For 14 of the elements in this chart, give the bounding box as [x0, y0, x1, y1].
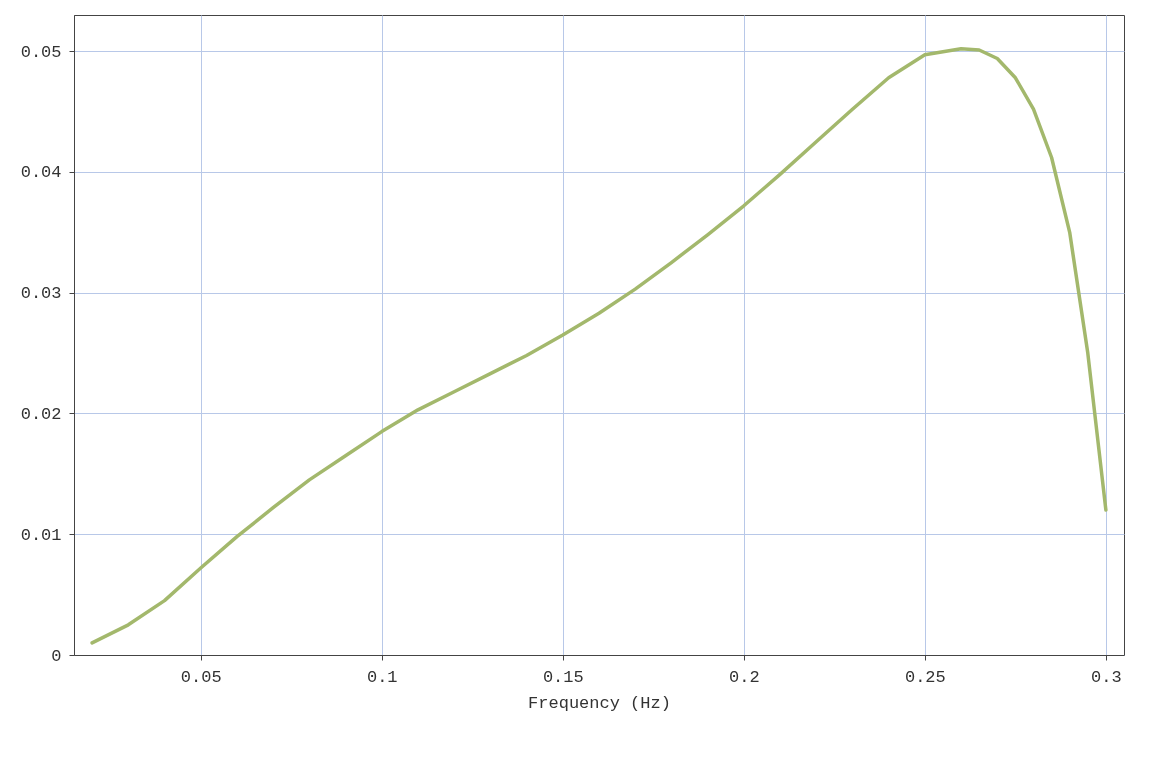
y-tick-label: 0: [51, 646, 62, 666]
x-tick-label: 0.1: [366, 667, 398, 687]
x-tick-label: 0.2: [729, 667, 760, 687]
y-tick-label: 0.04: [20, 163, 62, 183]
y-tick-label: 0.02: [20, 404, 62, 424]
x-tick-label: 0.25: [904, 667, 946, 687]
x-tick-label: 0.3: [1091, 667, 1122, 687]
line-series: [90, 47, 1108, 645]
x-axis-title: Frequency (Hz): [528, 693, 671, 713]
x-tick-label: 0.15: [542, 667, 584, 687]
y-tick-label: 0.01: [20, 525, 62, 545]
y-tick-label: 0.05: [20, 42, 62, 62]
y-tick-label: 0.03: [20, 284, 62, 304]
x-tick-label: 0.05: [180, 667, 222, 687]
